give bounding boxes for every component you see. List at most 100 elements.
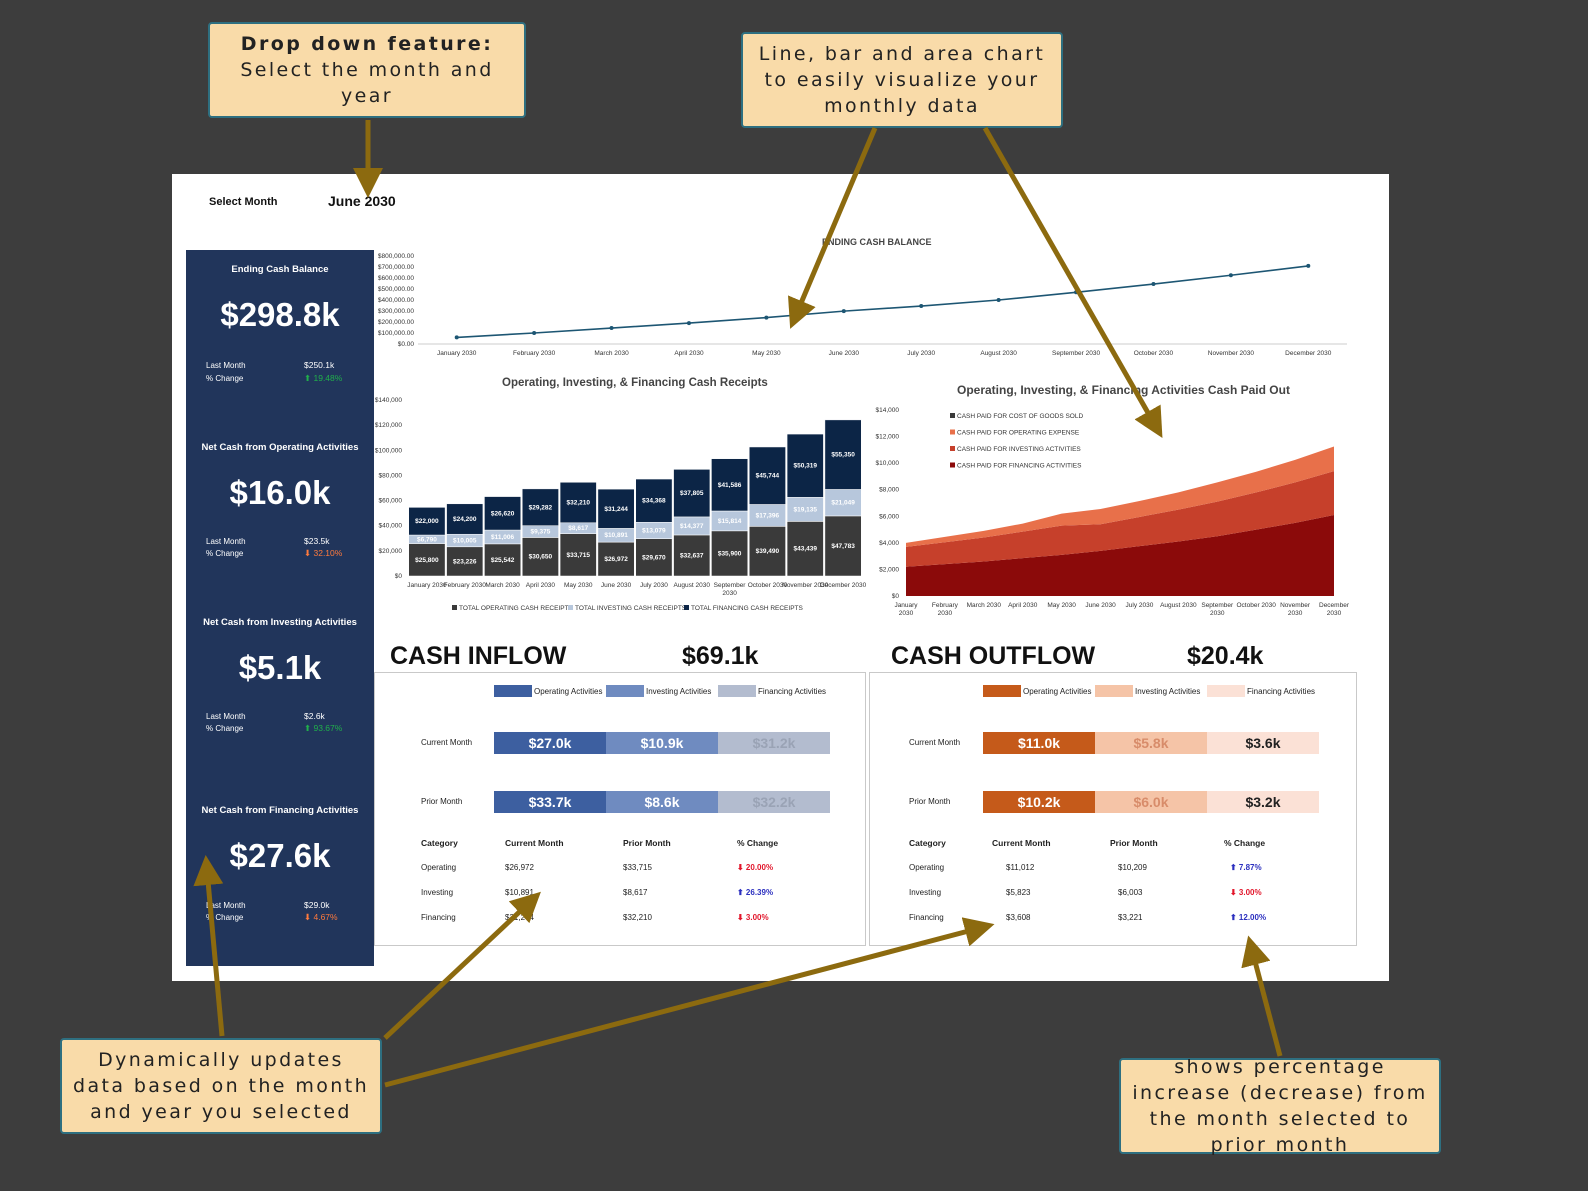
outflow-total: $20.4k	[1187, 642, 1264, 670]
y-tick-label: $4,000	[879, 540, 899, 547]
bar-segment	[824, 515, 862, 577]
kpi-title: Net Cash from Investing Activities	[203, 617, 357, 628]
cash-receipts-bar-chart: $0 $20,000 $40,000 $60,000 $80,000 $100,000 $1…	[375, 397, 867, 612]
bar-data-label: $14,377	[680, 523, 704, 530]
kpi-panel: Ending Cash Balance $298.8k Last Month $…	[186, 250, 374, 966]
inflow-table: Category Current Month Prior Month % Cha…	[375, 838, 867, 938]
bar-data-label: $25,800	[415, 557, 439, 564]
table-cell-pct: ⬇ 3.00%	[1230, 888, 1262, 897]
x-tick-label: December 2030	[1285, 350, 1332, 357]
table-cell-pct: ⬆ 26.39%	[737, 888, 774, 897]
area-series	[906, 446, 1334, 547]
x-tick-label: 2030	[722, 590, 737, 597]
table-header-category: Category	[421, 838, 458, 848]
kpi-last-month-value: $23.5k	[304, 536, 330, 546]
kpi-ending-cash: Ending Cash Balance $298.8k Last Month $…	[186, 250, 374, 426]
table-header-current: Current Month	[505, 838, 564, 848]
bar-data-label: $55,350	[831, 452, 855, 459]
bar-data-label: $10,891	[604, 532, 628, 539]
line-point	[454, 335, 459, 340]
y-tick-label: $2,000	[879, 566, 899, 573]
legend-label: CASH PAID FOR FINANCING ACTIVITIES	[957, 463, 1082, 470]
x-tick-label: February 2030	[513, 350, 556, 357]
inflow-prior-investing: $8.6k	[606, 791, 718, 813]
legend-swatch	[718, 685, 756, 697]
y-tick-label: $500,000.00	[378, 286, 415, 293]
bar-data-label: $34,368	[642, 498, 666, 505]
x-tick-label: January	[894, 602, 918, 609]
x-tick-label: July 2030	[640, 582, 668, 589]
line-point	[996, 298, 1001, 302]
bar-segment	[408, 507, 446, 536]
kpi-pct-value: ⬆ 19.48%	[304, 373, 343, 383]
bar-segment	[749, 526, 786, 577]
y-tick-label: $6,000	[879, 513, 899, 520]
table-cell-category: Financing	[421, 913, 456, 922]
legend-label: Investing Activities	[646, 687, 712, 696]
bar-data-label: $31,244	[604, 506, 628, 513]
bar-segment	[408, 543, 446, 577]
kpi-value: $5.1k	[238, 649, 322, 686]
bar-data-label: $43,439	[794, 546, 818, 553]
x-tick-label: May 2030	[564, 582, 593, 589]
table-cell-prior: $3,221	[1118, 913, 1143, 922]
kpi-last-month-value: $250.1k	[304, 360, 335, 370]
bar-data-label: $26,620	[491, 510, 515, 517]
month-dropdown[interactable]: June 2030	[328, 193, 396, 209]
inflow-box: Operating Activities Investing Activitie…	[374, 672, 866, 946]
area-series	[906, 514, 1334, 596]
table-cell-pct: ⬇ 3.00%	[737, 913, 769, 922]
x-tick-label: June 2030	[829, 350, 860, 357]
kpi-pct-value: ⬆ 93.67%	[304, 723, 343, 733]
callout-dynamic-text: Dynamically updates data based on the mo…	[72, 1049, 370, 1123]
kpi-last-month-value: $2.6k	[304, 711, 325, 721]
table-header-prior: Prior Month	[623, 838, 671, 848]
y-tick-label: $0	[892, 593, 900, 600]
select-month-label: Select Month	[209, 196, 278, 208]
kpi-pct-label: % Change	[206, 549, 244, 558]
kpi-last-month-label: Last Month	[206, 537, 246, 546]
table-header-current: Current Month	[992, 838, 1051, 848]
y-tick-label: $120,000	[375, 422, 402, 429]
bar-data-label: $47,783	[831, 543, 855, 550]
y-tick-label: $80,000	[379, 472, 403, 479]
y-tick-label: $0.00	[398, 341, 415, 348]
kpi-value: $27.6k	[229, 837, 331, 874]
table-header-pct: % Change	[1224, 838, 1266, 848]
table-cell-current: $11,012	[1006, 863, 1035, 872]
legend-swatch	[950, 429, 955, 435]
bar-data-label: $9,375	[530, 529, 550, 536]
legend-label: Financing Activities	[1247, 687, 1316, 696]
inflow-current-investing: $10.9k	[606, 732, 718, 754]
area-series	[906, 471, 1334, 567]
line-point	[1074, 290, 1079, 295]
bar-segment	[522, 537, 559, 577]
dashboard-sheet: Select Month June 2030 Ending Cash Balan…	[172, 174, 1389, 981]
bar-data-label: $23,226	[453, 558, 477, 565]
x-tick-label: May 2030	[1047, 602, 1076, 609]
table-cell-current: $5,823	[1006, 888, 1031, 897]
callout-dropdown-text: Select the month and year	[240, 59, 494, 107]
line-point	[764, 315, 769, 320]
bar-data-label: $30,650	[529, 554, 553, 561]
bar-data-label: $17,396	[756, 512, 780, 519]
legend-label: CASH PAID FOR OPERATING EXPENSE	[957, 430, 1080, 437]
x-tick-label: April 2030	[526, 582, 556, 589]
bar-data-label: $24,200	[453, 516, 477, 523]
callout-charts: Line, bar and area chart to easily visua…	[741, 32, 1063, 128]
x-tick-label: December 2030	[820, 582, 867, 589]
legend-label: CASH PAID FOR INVESTING ACTIVITIES	[957, 446, 1081, 453]
bar-data-label: $32,637	[680, 552, 704, 559]
x-tick-label: April 2030	[1008, 602, 1038, 609]
kpi-last-month-label: Last Month	[206, 901, 246, 910]
bar-data-label: $15,814	[718, 518, 742, 525]
inflow-current-operating: $27.0k	[494, 732, 606, 754]
x-tick-label: October 2030	[1236, 602, 1276, 609]
y-tick-label: $14,000	[876, 407, 900, 414]
x-tick-label: October 2030	[748, 582, 788, 589]
bar-segment	[559, 482, 597, 524]
x-tick-label: January 2030	[437, 350, 477, 357]
bar-segment	[711, 458, 748, 512]
x-tick-label: August 2030	[980, 350, 1017, 357]
table-cell-current: $3,608	[1006, 913, 1031, 922]
